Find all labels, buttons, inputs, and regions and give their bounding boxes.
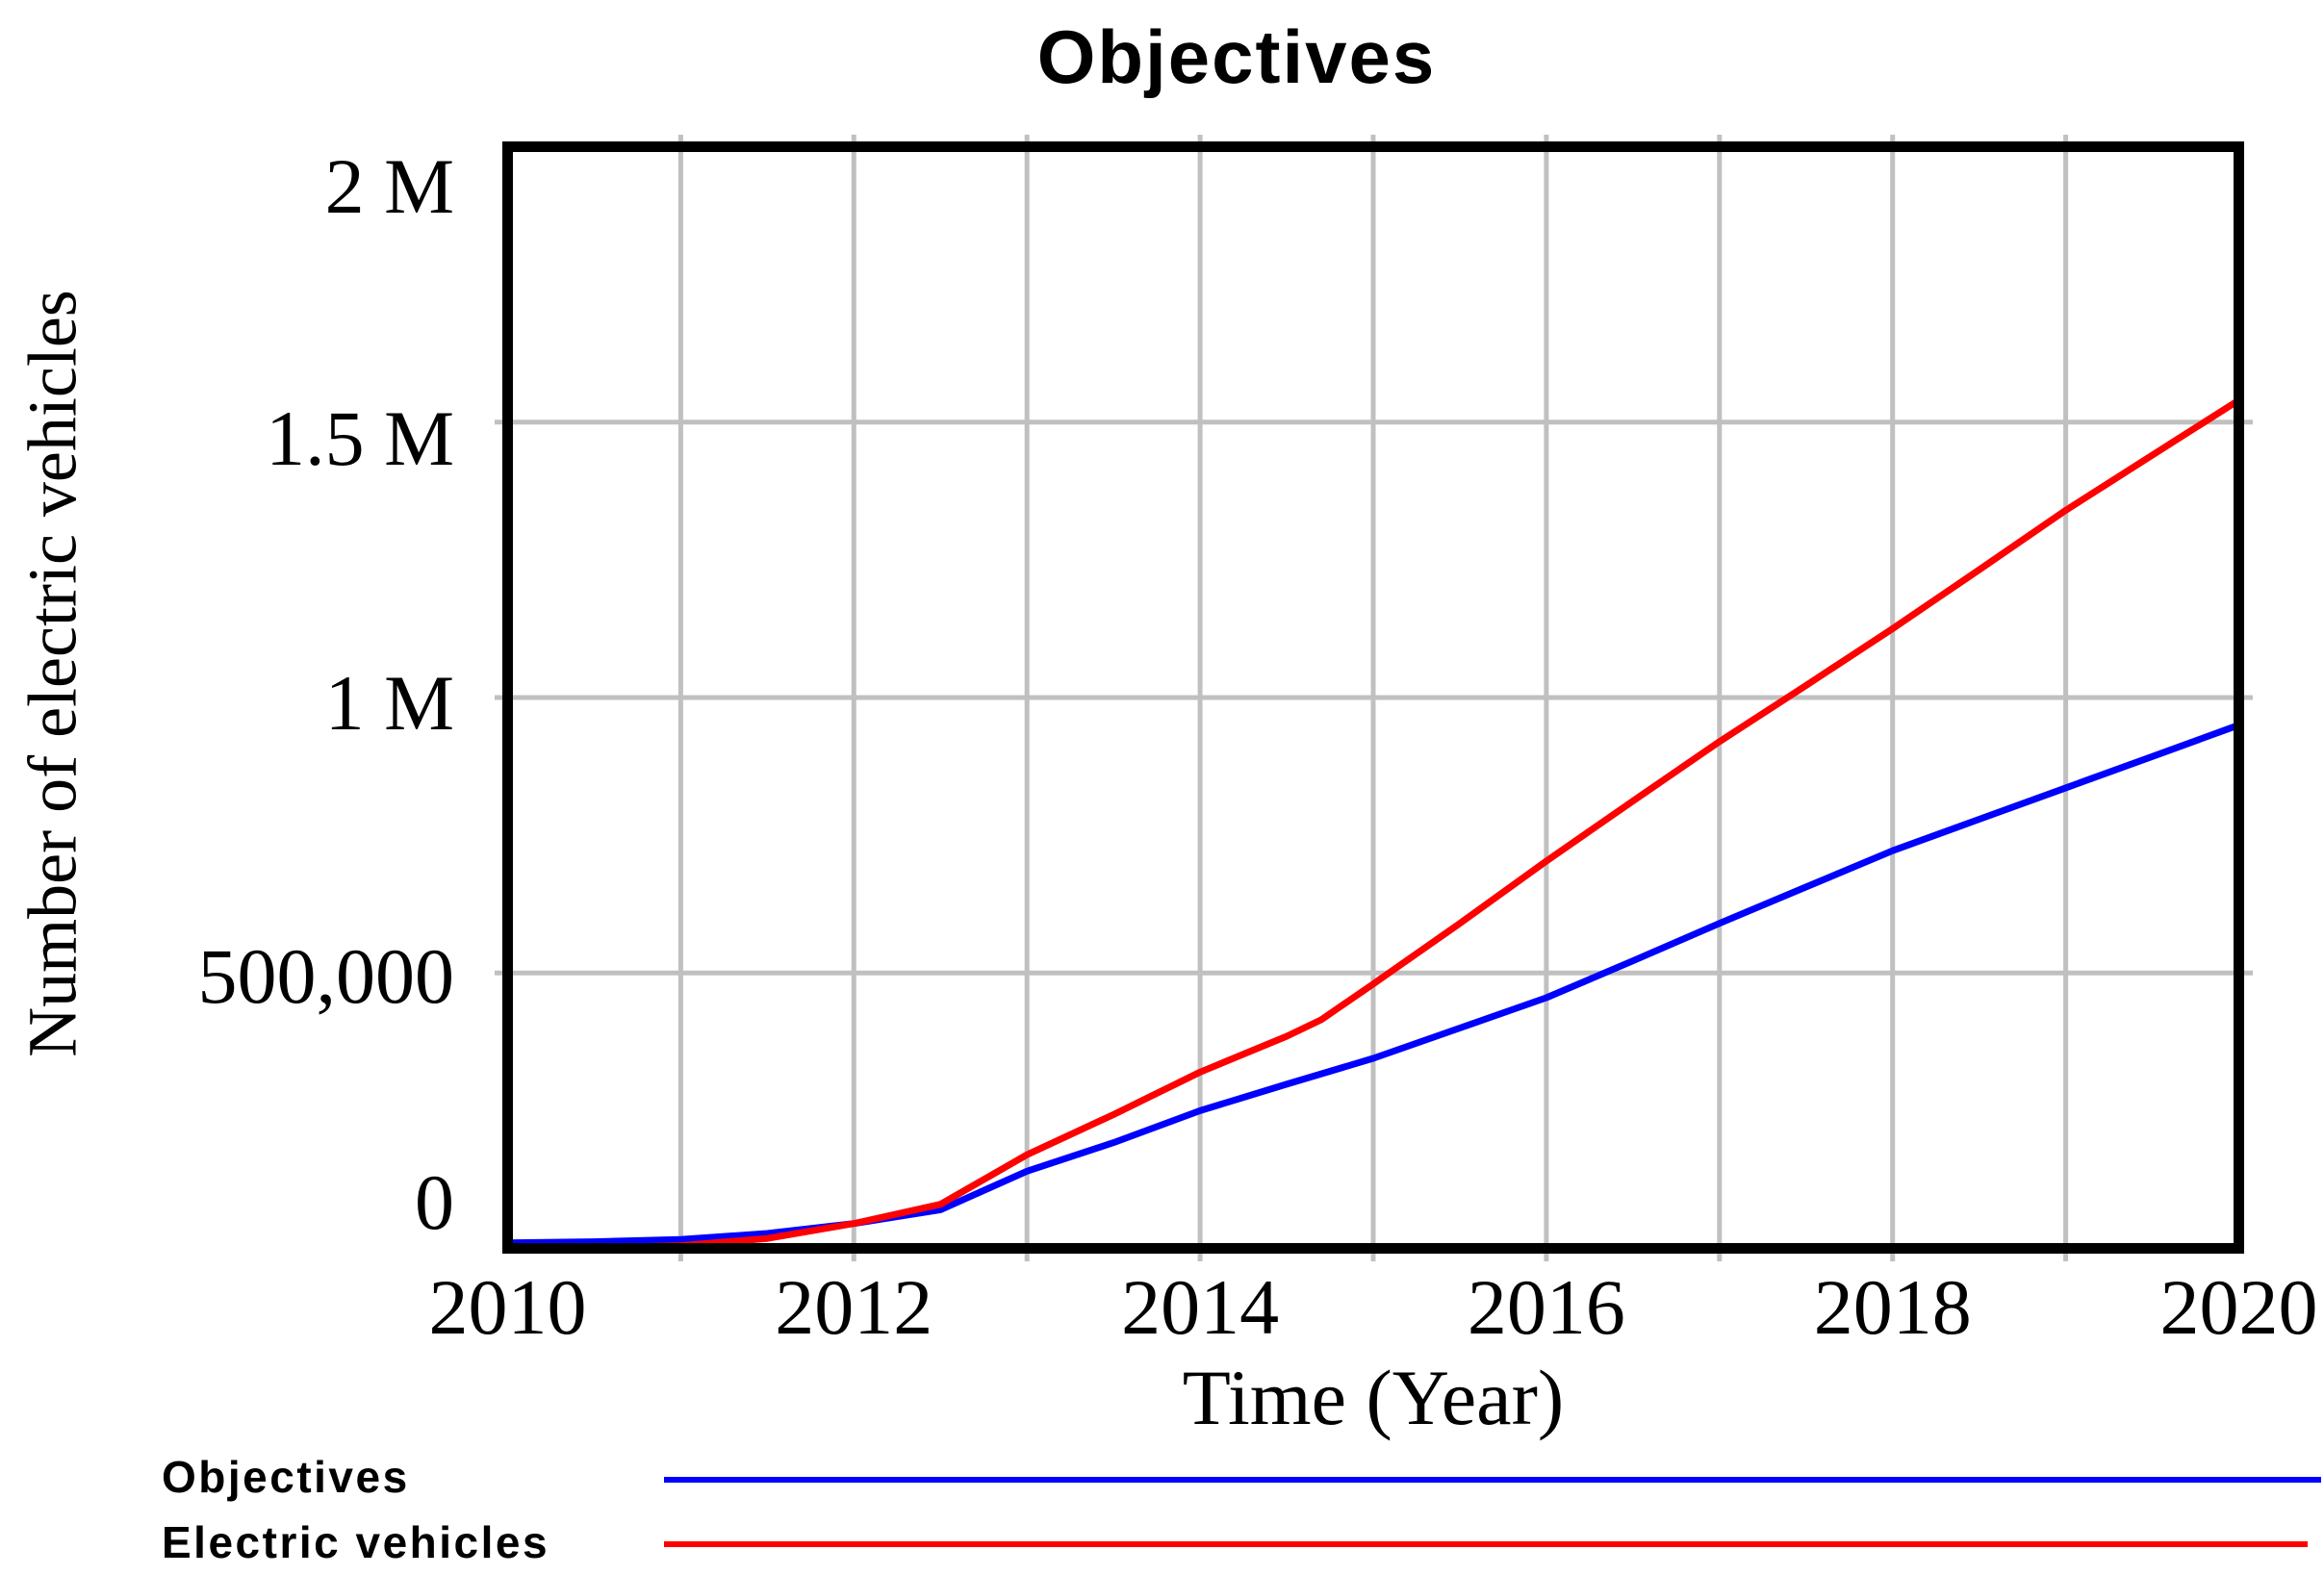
data-series-lines xyxy=(507,396,2241,1252)
series-line-electric-vehicles xyxy=(507,396,2241,1252)
chart-title: Objectives xyxy=(1036,14,1437,99)
legend-label-objectives: Objectives xyxy=(162,1452,410,1502)
x-axis-title: Time (Year) xyxy=(1182,1354,1565,1441)
x-tick-label-2020: 2020 xyxy=(2159,1263,2318,1351)
y-tick-label-1M: 1 M xyxy=(324,658,454,747)
x-tick-label-2010: 2010 xyxy=(428,1263,587,1351)
gridlines xyxy=(495,135,2253,1261)
y-tick-label-2M: 2 M xyxy=(324,142,454,230)
y-tick-label-1.5M: 1.5 M xyxy=(266,394,454,483)
x-tick-label-2014: 2014 xyxy=(1121,1263,1280,1351)
y-tick-label-500000: 500,000 xyxy=(197,931,455,1020)
plot-frame xyxy=(502,141,2244,1254)
x-tick-label-2018: 2018 xyxy=(1813,1263,1972,1351)
x-tick-label-2016: 2016 xyxy=(1467,1263,1625,1351)
y-tick-label-0: 0 xyxy=(415,1158,454,1246)
legend-line-samples xyxy=(664,1477,2321,1547)
x-tick-label-2012: 2012 xyxy=(775,1263,933,1351)
legend-label-electric-vehicles: Electric vehicles xyxy=(162,1517,550,1567)
